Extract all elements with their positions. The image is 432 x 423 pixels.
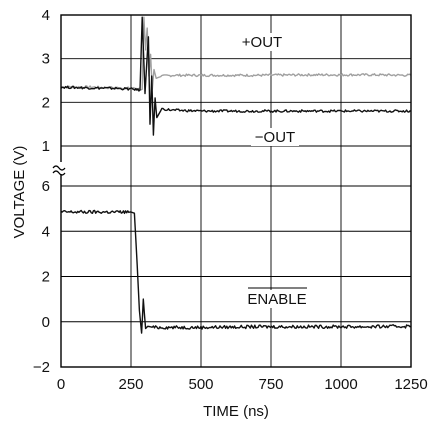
y-tick-labels: 1 2 3 4 −2 0 2 4 6 — [33, 7, 50, 376]
x-axis-title: TIME (ns) — [203, 403, 269, 420]
x-tick-labels: 0 250 500 750 1000 1250 — [57, 376, 428, 393]
y-tick-label: 6 — [42, 178, 50, 195]
y-tick-label: 4 — [42, 7, 50, 24]
y-axis-title: VOLTAGE (V) — [11, 146, 28, 239]
y-tick-label: 0 — [42, 314, 50, 331]
series-line-out — [60, 16, 412, 91]
x-tick-label: 1000 — [324, 376, 357, 393]
y-tick-label: 2 — [42, 269, 50, 286]
series-layer — [60, 16, 412, 334]
x-tick-label: 0 — [57, 376, 65, 393]
series-line-out — [60, 16, 412, 136]
plot-frame — [60, 14, 412, 368]
x-tick-label: 1250 — [394, 376, 427, 393]
x-tick-label: 750 — [258, 376, 283, 393]
enable-label: ENABLE — [247, 291, 306, 308]
y-tick-label: 3 — [42, 51, 50, 68]
out-plus-label-bg — [242, 33, 282, 51]
series-line-enable — [60, 209, 412, 334]
y-tick-label: 1 — [42, 138, 50, 155]
grid-lines — [60, 14, 412, 368]
y-tick-label: 2 — [42, 94, 50, 111]
enable-label-bg — [243, 290, 311, 308]
out-minus-label-bg — [251, 128, 299, 146]
out-plus-label: +OUT — [242, 34, 282, 51]
out-minus-label: −OUT — [255, 129, 295, 146]
y-tick-label: −2 — [33, 359, 50, 376]
x-tick-label: 250 — [118, 376, 143, 393]
axis-break-marker — [52, 162, 66, 176]
x-tick-label: 500 — [188, 376, 213, 393]
y-tick-label: 4 — [42, 223, 50, 240]
